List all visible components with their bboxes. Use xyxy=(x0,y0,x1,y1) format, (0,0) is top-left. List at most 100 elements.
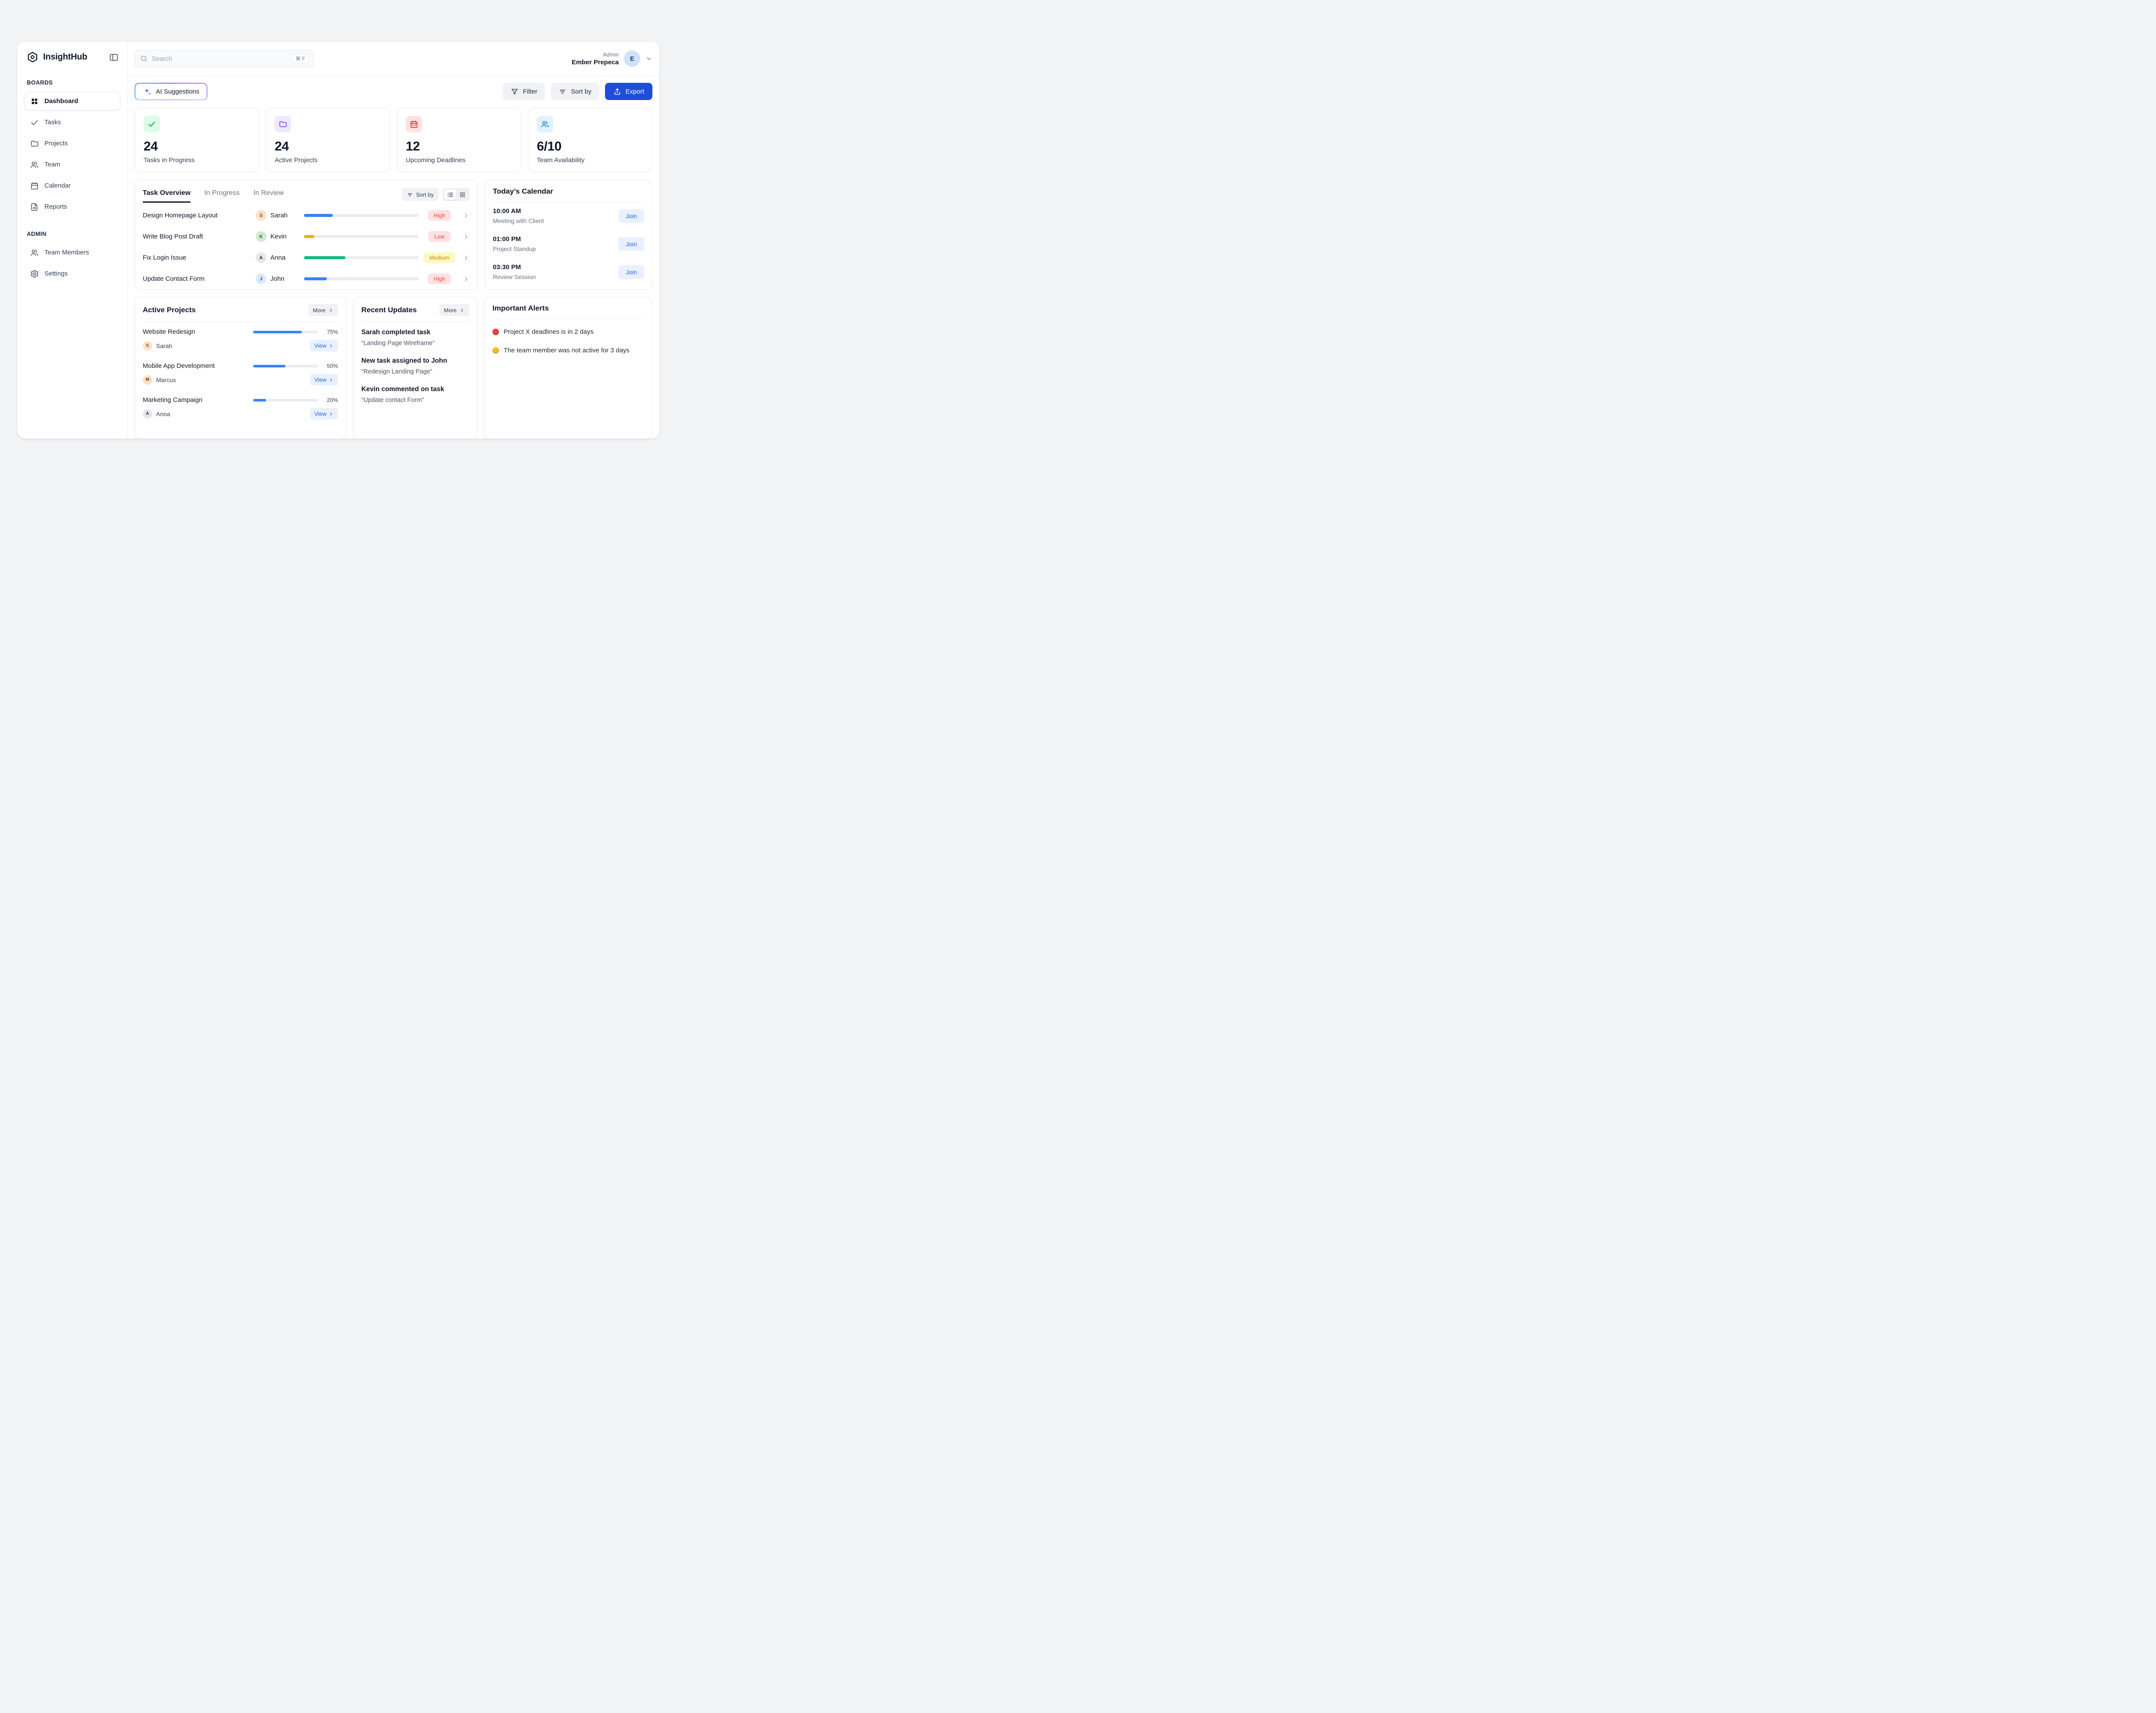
sidebar-collapse-icon[interactable] xyxy=(109,53,119,62)
task-sort-button[interactable]: Sort by xyxy=(401,188,439,201)
view-button[interactable]: View xyxy=(310,374,338,386)
avatar: K xyxy=(256,231,266,242)
calendar-event: 03:30 PM Review Session Join xyxy=(493,258,644,286)
task-row[interactable]: Update Contact Form J John High xyxy=(143,268,470,289)
important-alerts-title: Important Alerts xyxy=(492,304,549,312)
stat-value: 12 xyxy=(406,139,420,154)
task-rows: Design Homepage Layout S Sarah High xyxy=(143,205,470,289)
user-avatar[interactable]: E xyxy=(624,50,640,67)
tab-in-progress[interactable]: In Progress xyxy=(204,189,240,197)
stat-label: Tasks in Progress xyxy=(144,157,195,164)
chevron-right-icon[interactable] xyxy=(460,276,470,282)
search-shortcut-badge: ⌘ F xyxy=(292,54,309,63)
folder-icon xyxy=(30,139,39,148)
alert-text: Project X deadlines is in 2 days xyxy=(504,328,594,336)
users-icon xyxy=(30,248,39,257)
logo-row: InsightHub xyxy=(24,50,120,63)
sidebar-item-team-members[interactable]: Team Members xyxy=(24,243,120,262)
project-owner: S Sarah xyxy=(143,341,172,351)
tab-in-review[interactable]: In Review xyxy=(253,189,284,197)
owner-name: Anna xyxy=(156,410,170,417)
sidebar-item-label: Projects xyxy=(44,140,68,147)
recent-updates-header: Recent Updates More xyxy=(361,304,469,322)
filter-button[interactable]: Filter xyxy=(502,83,545,100)
alerts-list: Project X deadlines is in 2 days The tea… xyxy=(492,319,644,360)
tab-task-overview[interactable]: Task Overview xyxy=(143,187,191,203)
task-row[interactable]: Design Homepage Layout S Sarah High xyxy=(143,205,470,226)
alert-item: The team member was not active for 3 day… xyxy=(492,341,644,360)
join-button[interactable]: Join xyxy=(618,265,644,279)
project-name: Marketing Campaign xyxy=(143,396,203,404)
task-name: Design Homepage Layout xyxy=(143,212,218,219)
more-label: More xyxy=(444,307,457,314)
sort-by-button[interactable]: Sort by xyxy=(551,83,599,100)
sidebar-item-label: Dashboard xyxy=(44,97,78,105)
project-progress-percent: 50% xyxy=(326,363,338,369)
view-button[interactable]: View xyxy=(310,408,338,420)
recent-updates-title: Recent Updates xyxy=(361,306,417,314)
export-button[interactable]: Export xyxy=(605,83,652,100)
user-menu[interactable]: Admin Ember Prepeca E xyxy=(572,50,652,67)
sidebar-item-dashboard[interactable]: Dashboard xyxy=(24,92,120,110)
search-box[interactable]: ⌘ F xyxy=(135,50,313,67)
stat-label: Upcoming Deadlines xyxy=(406,157,466,164)
stat-card-active-projects: 24 Active Projects xyxy=(266,108,390,172)
middle-row: Task Overview In Progress In Review Sort… xyxy=(135,180,652,290)
task-overview-header: Task Overview In Progress In Review Sort… xyxy=(143,187,470,203)
task-progress-bar xyxy=(304,214,419,217)
more-button[interactable]: More xyxy=(439,304,469,316)
task-row[interactable]: Write Blog Post Draft K Kevin Low xyxy=(143,226,470,247)
calendar-event: 01:00 PM Project Standup Join xyxy=(493,230,644,258)
search-input[interactable] xyxy=(152,55,288,63)
stat-value: 24 xyxy=(275,139,289,154)
view-button[interactable]: View xyxy=(310,340,338,351)
sidebar-section-admin: ADMIN xyxy=(27,231,47,237)
stat-label: Active Projects xyxy=(275,157,318,164)
priority-badge: High xyxy=(427,210,451,221)
grid-view-icon[interactable] xyxy=(456,189,468,200)
task-row[interactable]: Fix Login Issue A Anna Medium xyxy=(143,247,470,268)
list-view-icon[interactable] xyxy=(444,189,456,200)
chevron-right-icon[interactable] xyxy=(460,212,470,219)
owner-name: Marcus xyxy=(156,376,176,383)
join-button[interactable]: Join xyxy=(618,209,644,223)
active-projects-title: Active Projects xyxy=(143,306,196,314)
stat-card-tasks-in-progress: 24 Tasks in Progress xyxy=(135,108,259,172)
alert-dot-yellow xyxy=(492,347,499,354)
task-name: Update Contact Form xyxy=(143,275,205,282)
avatar: J xyxy=(256,273,266,284)
project-owner: A Anna xyxy=(143,409,170,419)
sidebar-item-label: Tasks xyxy=(44,119,61,126)
sidebar-item-projects[interactable]: Projects xyxy=(24,134,120,153)
event-title: Review Session xyxy=(493,273,536,280)
alert-text: The team member was not active for 3 day… xyxy=(504,347,630,354)
calendar-title: Today’s Calendar xyxy=(493,187,553,195)
project-name: Mobile App Development xyxy=(143,362,215,370)
chevron-down-icon[interactable] xyxy=(646,55,652,62)
export-icon xyxy=(613,88,621,96)
chevron-right-icon[interactable] xyxy=(460,254,470,261)
sidebar-item-settings[interactable]: Settings xyxy=(24,264,120,283)
sidebar-item-tasks[interactable]: Tasks xyxy=(24,113,120,132)
task-sort-label: Sort by xyxy=(416,191,434,198)
project-item: Mobile App Development 50% M Marcus View xyxy=(143,356,338,390)
sidebar-section-boards: BOARDS xyxy=(27,79,53,86)
project-progress-bar xyxy=(253,364,318,367)
chevron-right-icon[interactable] xyxy=(460,233,470,240)
sidebar-item-team[interactable]: Team xyxy=(24,155,120,174)
sidebar: InsightHub BOARDS Dashboard Tasks Projec… xyxy=(17,42,128,439)
ai-suggestions-button[interactable]: AI Suggestions xyxy=(135,83,207,100)
priority-badge: Low xyxy=(428,231,451,242)
sidebar-item-reports[interactable]: Reports xyxy=(24,198,120,216)
join-button[interactable]: Join xyxy=(618,237,644,251)
bottom-row: Active Projects More Website Redesign xyxy=(135,297,652,439)
stat-label: Team Availability xyxy=(537,157,585,164)
more-button[interactable]: More xyxy=(308,304,338,316)
stats-row: 24 Tasks in Progress 24 Active Projects … xyxy=(135,108,652,172)
avatar: A xyxy=(256,252,266,263)
chevron-right-icon xyxy=(329,377,334,383)
sidebar-item-calendar[interactable]: Calendar xyxy=(24,176,120,195)
file-text-icon xyxy=(30,203,39,211)
task-progress-fill xyxy=(304,256,345,259)
view-toggle xyxy=(443,188,470,201)
